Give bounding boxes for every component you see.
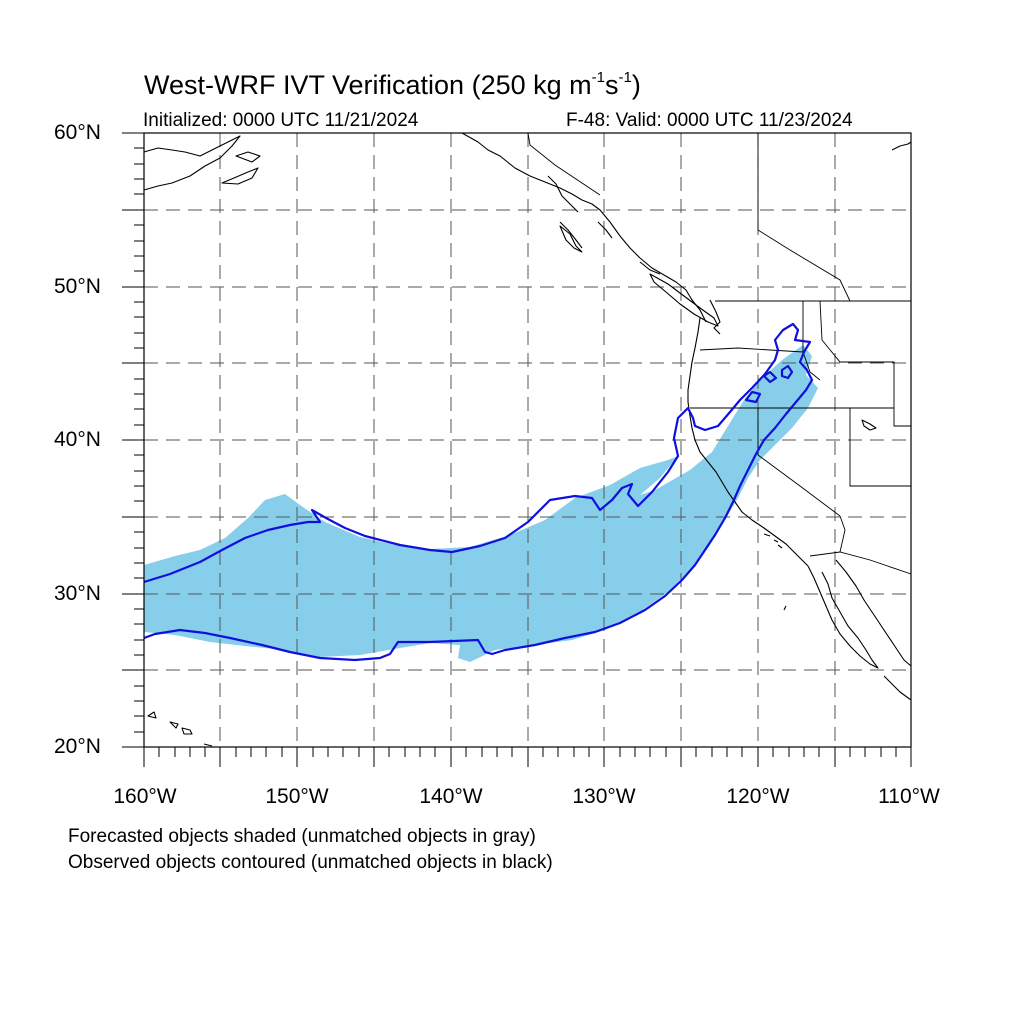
vancouver-island bbox=[649, 273, 719, 327]
idaho-border bbox=[802, 301, 821, 381]
coastlines bbox=[143, 132, 912, 747]
observed-ivt-fragment bbox=[762, 370, 778, 384]
southeast-alaska-islands bbox=[547, 175, 661, 275]
lon-label-140w: 140°W bbox=[419, 785, 483, 808]
observed-ivt-fragment bbox=[780, 364, 794, 380]
lat-label-50n: 50°N bbox=[54, 275, 101, 298]
valid-time-label: F-48: Valid: 0000 UTC 11/23/2024 bbox=[566, 110, 853, 131]
channel-islands bbox=[763, 533, 787, 611]
hawaii-islands bbox=[147, 711, 213, 747]
forecast-ivt-shading bbox=[144, 345, 818, 662]
great-salt-lake bbox=[861, 419, 877, 431]
haida-gwaii bbox=[559, 225, 583, 253]
graticule bbox=[144, 133, 911, 747]
alaska-island bbox=[235, 151, 261, 163]
mexico-coast-south bbox=[883, 675, 912, 701]
hudson-coast bbox=[891, 141, 912, 151]
lat-label-60n: 60°N bbox=[54, 121, 101, 144]
observed-ivt-contour bbox=[143, 322, 814, 662]
forecast-ivt-shading bbox=[370, 568, 525, 626]
montana-border bbox=[819, 300, 911, 427]
alaska-island bbox=[221, 167, 259, 185]
observed-ivt-object bbox=[143, 322, 814, 662]
alaska-canada-border bbox=[527, 132, 601, 196]
us-mexico-border bbox=[809, 551, 912, 575]
lon-label-160w: 160°W bbox=[113, 785, 177, 808]
canada-province-border bbox=[757, 133, 851, 302]
observed-ivt-fragment bbox=[744, 390, 762, 404]
oregon-washington-border bbox=[699, 347, 804, 353]
mexico-coast bbox=[835, 559, 912, 667]
forecast-ivt-object bbox=[144, 345, 818, 662]
political-boundaries bbox=[527, 132, 912, 575]
puget-sound bbox=[709, 299, 721, 335]
map-title: West-WRF IVT Verification (250 kg m-1s-1… bbox=[144, 69, 641, 100]
lat-label-30n: 30°N bbox=[54, 582, 101, 605]
lon-label-150w: 150°W bbox=[265, 785, 329, 808]
observed-legend-note: Observed objects contoured (unmatched ob… bbox=[68, 852, 553, 873]
lat-label-40n: 40°N bbox=[54, 428, 101, 451]
gulf-alaska-coast bbox=[461, 132, 707, 323]
baja-california bbox=[807, 565, 879, 669]
us-west-coast bbox=[687, 317, 809, 567]
lat-label-20n: 20°N bbox=[54, 735, 101, 758]
lon-label-110w: 110°W bbox=[878, 785, 940, 808]
nevada-border bbox=[849, 408, 911, 487]
alaska-coast bbox=[143, 135, 241, 191]
lon-label-130w: 130°W bbox=[572, 785, 636, 808]
california-nevada-border bbox=[757, 408, 841, 517]
init-time-label: Initialized: 0000 UTC 11/21/2024 bbox=[143, 110, 419, 131]
lon-label-120w: 120°W bbox=[726, 785, 790, 808]
forecast-legend-note: Forecasted objects shaded (unmatched obj… bbox=[68, 826, 536, 847]
arizona-border bbox=[839, 515, 846, 553]
axis-ticks bbox=[122, 132, 912, 767]
